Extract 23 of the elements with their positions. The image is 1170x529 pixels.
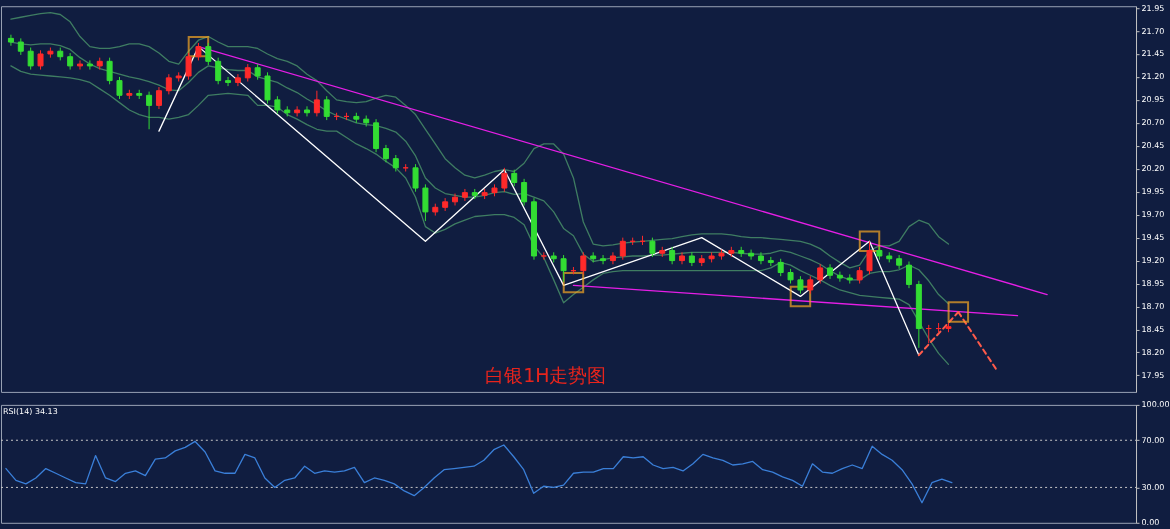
y-tick-label: 21.95 <box>1141 3 1165 13</box>
y-tick-label: 18.95 <box>1141 279 1165 289</box>
y-tick-label: 0.00 <box>1141 518 1160 528</box>
y-tick-label: 20.95 <box>1141 95 1165 105</box>
chart-title: RSI(14) 34.13 <box>3 406 58 416</box>
y-tick-label: 18.70 <box>1141 301 1165 311</box>
y-tick-label: 21.70 <box>1141 26 1165 36</box>
y-tick-label: 18.45 <box>1141 324 1165 334</box>
y-tick-label: 18.20 <box>1141 347 1165 357</box>
y-tick-label: 17.95 <box>1141 370 1165 380</box>
y-tick-label: 100.00 <box>1141 400 1170 410</box>
y-tick-label: 19.95 <box>1141 187 1165 197</box>
y-tick-label: 19.45 <box>1141 233 1165 243</box>
y-tick-label: 20.20 <box>1141 164 1165 174</box>
y-tick-label: 21.20 <box>1141 72 1165 82</box>
annotation: 白银1H走势图 <box>485 364 607 387</box>
y-tick-label: 20.45 <box>1141 141 1165 151</box>
y-tick-label: 21.45 <box>1141 49 1165 59</box>
y-tick-label: 20.70 <box>1141 118 1165 128</box>
y-tick-label: 30.00 <box>1141 482 1165 492</box>
y-tick-label: 70.00 <box>1141 435 1165 445</box>
y-tick-label: 19.70 <box>1141 210 1165 220</box>
y-tick-label: 19.20 <box>1141 256 1165 266</box>
